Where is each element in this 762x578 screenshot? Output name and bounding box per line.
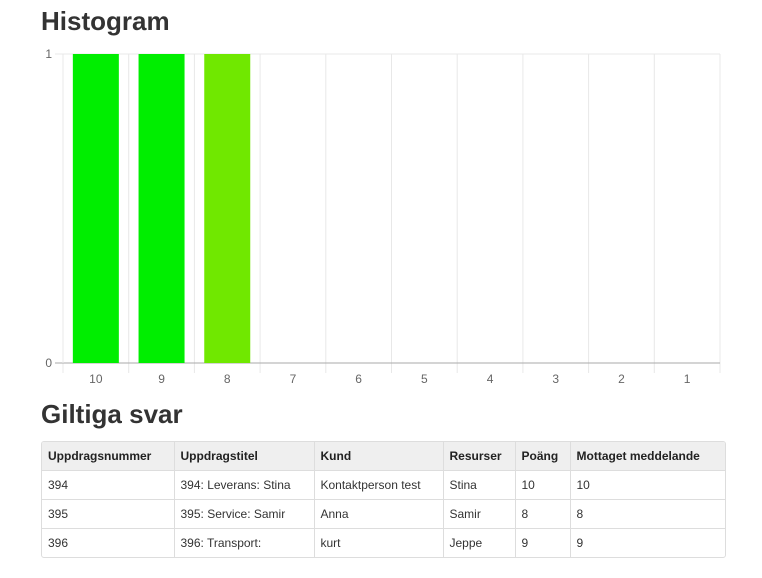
y-tick-label: 0 (45, 356, 52, 370)
cell-points: 9 (515, 528, 571, 557)
column-header-points[interactable]: Poäng (515, 442, 571, 471)
valid-answers-table-container: Uppdragsnummer Uppdragstitel Kund Resurs… (41, 441, 726, 558)
cell-assignment-number: 396 (42, 528, 175, 557)
column-header-assignment-number[interactable]: Uppdragsnummer (42, 442, 175, 471)
x-tick-label: 6 (355, 372, 362, 386)
table-row: 395 395: Service: Samir Anna Samir 8 8 (42, 499, 725, 529)
x-tick-label: 4 (487, 372, 494, 386)
valid-answers-heading: Giltiga svar (41, 399, 183, 429)
cell-resources: Jeppe (443, 528, 516, 557)
cell-resources: Samir (443, 499, 516, 529)
x-tick-label: 8 (224, 372, 231, 386)
table-row: 396 396: Transport: kurt Jeppe 9 9 (42, 528, 725, 557)
cell-assignment-title: 396: Transport: (174, 528, 315, 557)
x-tick-label: 7 (290, 372, 297, 386)
cell-customer: Kontaktperson test (314, 470, 444, 500)
x-tick-label: 3 (552, 372, 559, 386)
histogram-bar (138, 54, 185, 363)
x-tick-label: 2 (618, 372, 625, 386)
column-header-assignment-title[interactable]: Uppdragstitel (174, 442, 315, 471)
histogram-heading: Histogram (41, 6, 170, 36)
column-header-customer[interactable]: Kund (314, 442, 444, 471)
cell-points: 10 (515, 470, 571, 500)
cell-points: 8 (515, 499, 571, 529)
column-header-resources[interactable]: Resurser (443, 442, 516, 471)
cell-customer: Anna (314, 499, 444, 529)
histogram-chart: 0 1 10 9 8 7 6 5 4 3 2 1 (45, 47, 721, 386)
histogram-bar (204, 54, 251, 363)
cell-received-message: 10 (570, 470, 725, 500)
histogram-bar (72, 54, 119, 363)
cell-resources: Stina (443, 470, 516, 500)
valid-answers-table: Uppdragsnummer Uppdragstitel Kund Resurs… (42, 442, 725, 557)
y-tick-label: 1 (45, 47, 52, 61)
x-tick-label: 9 (158, 372, 165, 386)
cell-received-message: 8 (570, 499, 725, 529)
x-tick-label: 10 (89, 372, 103, 386)
table-row: 394 394: Leverans: Stina Kontaktperson t… (42, 470, 725, 500)
cell-assignment-title: 395: Service: Samir (174, 499, 315, 529)
cell-assignment-number: 394 (42, 470, 175, 500)
table-header-row: Uppdragsnummer Uppdragstitel Kund Resurs… (42, 442, 725, 471)
cell-assignment-title: 394: Leverans: Stina (174, 470, 315, 500)
x-tick-label: 5 (421, 372, 428, 386)
cell-assignment-number: 395 (42, 499, 175, 529)
cell-received-message: 9 (576, 536, 584, 550)
column-header-received-message[interactable]: Mottaget meddelande (570, 442, 725, 471)
cell-customer: kurt (314, 528, 444, 557)
x-tick-label: 1 (684, 372, 691, 386)
